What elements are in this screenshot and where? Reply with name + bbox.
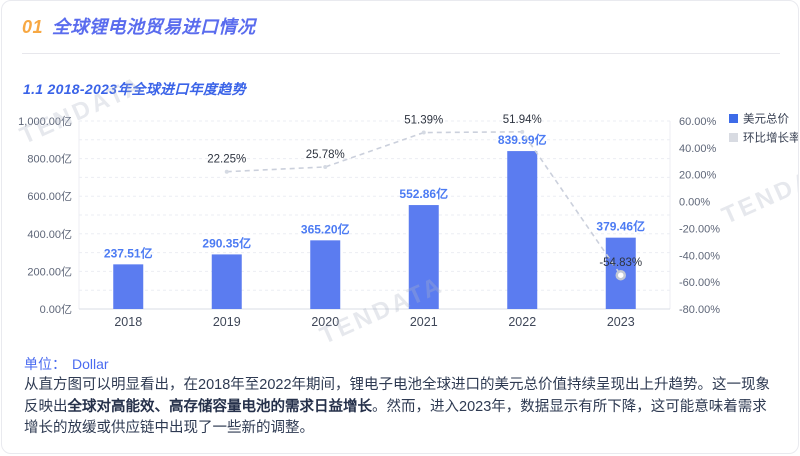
analysis-paragraph: 从直方图可以明显看出，在2018年至2022年期间，锂电子电池全球进口的美元总价… — [24, 375, 781, 440]
left-axis-tick: 800.00亿 — [27, 153, 72, 166]
x-axis-label-2022: 2022 — [508, 315, 536, 329]
right-axis-tick: 0.00% — [679, 197, 710, 209]
right-axis-tick: -20.00% — [679, 223, 720, 235]
unit-value: Dollar — [72, 356, 109, 372]
right-axis-tick: -40.00% — [679, 250, 720, 262]
line-point-2019[interactable] — [224, 169, 229, 174]
right-axis-tick: 40.00% — [679, 143, 717, 155]
bar-2020[interactable] — [310, 240, 341, 309]
paragraph-text-bold: 全球对高能效、高存储容量电池的需求日益增长 — [67, 398, 373, 415]
page-title: 01 全球锂电池贸易进口情况 — [22, 13, 256, 39]
right-axis-tick: 60.00% — [679, 116, 717, 128]
line-point-2021[interactable] — [421, 130, 426, 135]
line-point-2023[interactable] — [615, 269, 626, 281]
legend-item-line[interactable]: 环比增长率 — [729, 131, 799, 145]
left-axis-tick: 400.00亿 — [27, 228, 72, 241]
paragraph-text-pre: 从直方图可以明显看出，在2018年至2022年期间，锂电子电池全球进口的美元总价… — [24, 377, 771, 415]
legend-item-bar[interactable]: 美元总价 — [729, 112, 789, 126]
legend-label: 美元总价 — [743, 112, 789, 126]
growth-value-label: -54.83% — [599, 257, 642, 269]
growth-value-label: 51.94% — [503, 114, 542, 126]
x-axis-label-2019: 2019 — [213, 315, 241, 329]
chart-container: 0.00亿 200.00亿 400.00亿 600.00亿 800.00亿 1,000.0… — [2, 97, 799, 339]
x-axis-label-2023: 2023 — [607, 315, 635, 329]
growth-value-label: 22.25% — [207, 154, 246, 166]
paragraph-text-post: 。然而，进入2023年，数据显示有所下降，这可能意味着需求增长的放缓或供应链中出… — [24, 398, 767, 437]
bar-value-label: 552.86亿 — [399, 186, 448, 201]
bar-2022[interactable] — [507, 151, 538, 309]
left-axis-tick: 0.00亿 — [40, 303, 72, 316]
left-axis-tick: 1,000.00亿 — [18, 115, 72, 128]
section-number: 01 — [22, 17, 44, 37]
right-axis-tick: 20.00% — [679, 170, 717, 182]
right-axis-tick: -80.00% — [679, 304, 720, 316]
unit-label: 单位： — [24, 356, 66, 372]
page-title-text: 全球锂电池贸易进口情况 — [52, 17, 256, 37]
bar-2018[interactable] — [113, 264, 144, 309]
chart-section-title: 1.1 2018-2023年全球进口年度趋势 — [23, 81, 246, 97]
header-divider — [22, 53, 780, 54]
left-axis-tick: 600.00亿 — [27, 190, 72, 203]
growth-value-label: 25.78% — [306, 149, 345, 161]
legend-swatch — [729, 114, 738, 123]
bar-value-label: 379.46亿 — [596, 219, 645, 234]
line-point-2020[interactable] — [323, 164, 328, 169]
bar-2021[interactable] — [408, 205, 439, 309]
x-axis-label-2020: 2020 — [311, 315, 339, 329]
bar-2019[interactable] — [211, 254, 242, 309]
bar-value-label: 839.99亿 — [498, 132, 547, 147]
legend-swatch — [729, 133, 738, 142]
line-point-2022[interactable] — [520, 129, 525, 134]
bar-value-label: 290.35亿 — [202, 235, 251, 250]
unit-label-line: 单位： Dollar — [24, 354, 109, 374]
bar-value-label: 365.20亿 — [301, 221, 350, 236]
legend-label: 环比增长率 — [743, 131, 799, 145]
growth-value-label: 51.39% — [404, 115, 443, 127]
x-axis-label-2021: 2021 — [410, 315, 438, 329]
left-axis-tick: 200.00亿 — [27, 265, 72, 278]
trend-chart: 0.00亿 200.00亿 400.00亿 600.00亿 800.00亿 1,000.0… — [18, 112, 799, 330]
right-axis-tick: -60.00% — [679, 277, 720, 289]
bar-value-label: 237.51亿 — [104, 245, 153, 260]
x-axis-label-2018: 2018 — [114, 315, 142, 329]
